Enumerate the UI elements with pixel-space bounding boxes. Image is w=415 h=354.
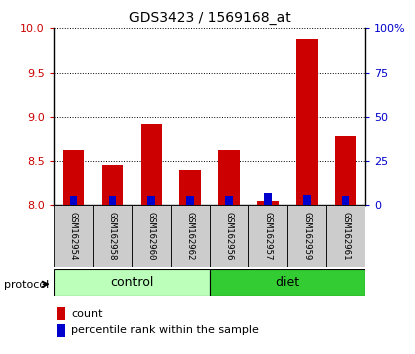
Text: GSM162961: GSM162961 — [341, 212, 350, 261]
Text: percentile rank within the sample: percentile rank within the sample — [71, 325, 259, 335]
Bar — [179, 170, 201, 205]
Bar — [141, 124, 162, 205]
Bar — [225, 196, 233, 205]
Bar — [342, 196, 349, 205]
Text: control: control — [110, 276, 154, 289]
Text: GSM162956: GSM162956 — [225, 212, 234, 261]
Title: GDS3423 / 1569168_at: GDS3423 / 1569168_at — [129, 11, 290, 24]
Bar — [54, 205, 93, 267]
Bar — [70, 196, 77, 205]
Bar — [63, 150, 84, 205]
Bar — [287, 205, 326, 267]
Text: GSM162957: GSM162957 — [264, 212, 272, 261]
Bar — [218, 150, 240, 205]
Bar — [249, 205, 287, 267]
Bar — [303, 195, 310, 205]
Bar — [102, 166, 123, 205]
Text: diet: diet — [275, 276, 300, 289]
Bar — [186, 196, 194, 205]
Text: protocol: protocol — [4, 280, 49, 290]
Bar — [147, 196, 155, 205]
Bar — [335, 136, 356, 205]
Text: GSM162958: GSM162958 — [108, 212, 117, 261]
Bar — [132, 205, 171, 267]
Bar — [57, 324, 65, 337]
Text: GSM162960: GSM162960 — [147, 212, 156, 261]
Bar — [57, 307, 65, 320]
Text: GSM162962: GSM162962 — [186, 212, 195, 261]
Text: GSM162954: GSM162954 — [69, 212, 78, 261]
Bar — [109, 196, 116, 205]
Bar — [171, 205, 210, 267]
Bar — [54, 269, 210, 296]
Bar — [210, 269, 365, 296]
Text: GSM162959: GSM162959 — [303, 212, 311, 261]
Bar — [93, 205, 132, 267]
Bar — [296, 39, 317, 205]
Bar — [210, 205, 249, 267]
Bar — [257, 201, 278, 205]
Text: count: count — [71, 309, 103, 319]
Bar — [264, 193, 272, 205]
Bar — [326, 205, 365, 267]
